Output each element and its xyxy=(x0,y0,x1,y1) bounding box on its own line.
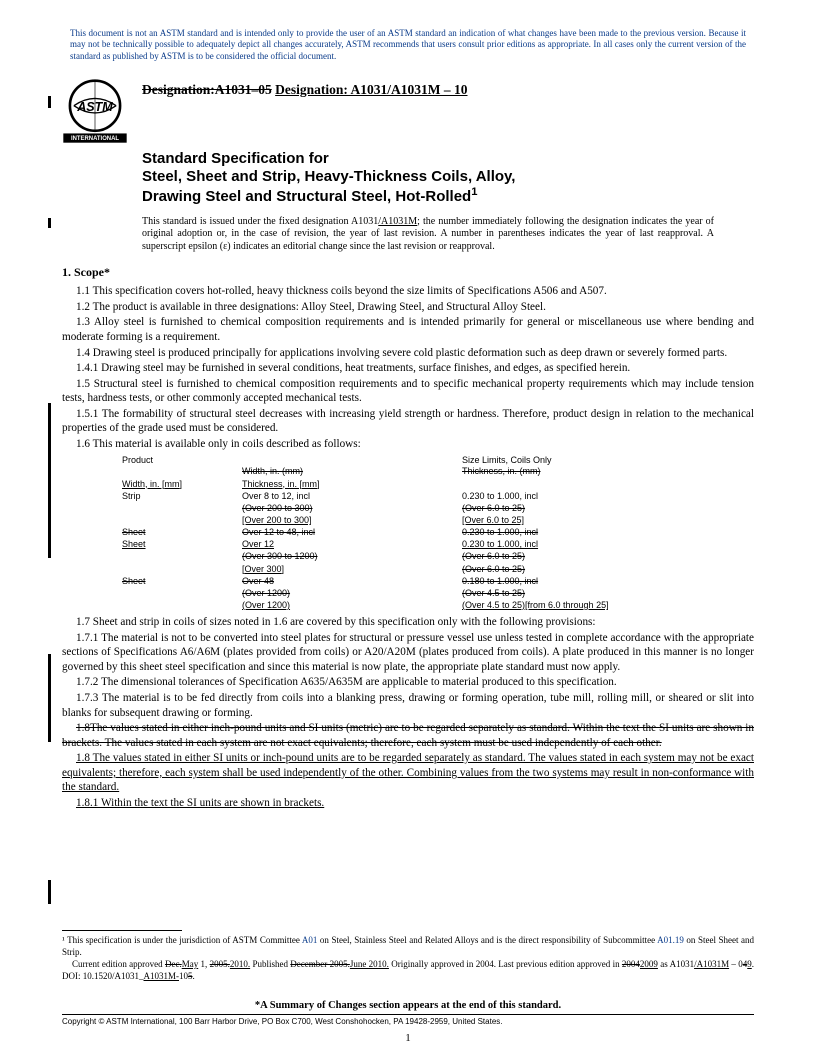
subcommittee-link[interactable]: A01.19 xyxy=(657,935,684,945)
copyright-line: Copyright © ASTM International, 100 Barr… xyxy=(62,1017,754,1026)
size-limits-table: Product Size Limits, Coils Only Width, i… xyxy=(122,455,754,611)
designation-line: Designation:A1031–05 Designation: A1031/… xyxy=(142,78,468,98)
committee-link[interactable]: A01 xyxy=(302,935,318,945)
inserted-1-8: 1.8 The values stated in either SI units… xyxy=(62,752,754,793)
scope-heading: 1. Scope* xyxy=(62,265,754,280)
change-bar xyxy=(48,403,51,558)
title-line1: Standard Specification for xyxy=(142,150,754,168)
title-block: Standard Specification for Steel, Sheet … xyxy=(142,150,754,206)
old-designation: Designation:A1031–05 xyxy=(142,82,272,97)
scope-body-2: 1.7 Sheet and strip in coils of sizes no… xyxy=(62,615,754,810)
change-bar xyxy=(48,654,51,742)
title-line3: Drawing Steel and Structural Steel, Hot-… xyxy=(142,186,754,206)
change-bar xyxy=(48,880,51,904)
new-designation: Designation: A1031/A1031M – 10 xyxy=(275,82,467,97)
col-size: Size Limits, Coils Only xyxy=(462,455,702,465)
change-bar xyxy=(48,96,51,108)
footnote-rule xyxy=(62,930,182,931)
title-line2: Steel, Sheet and Strip, Heavy-Thickness … xyxy=(142,168,754,186)
footnote-1: ¹ This specification is under the jurisd… xyxy=(62,935,754,958)
footnote-edition: Current edition approved Dec.May 1, 2005… xyxy=(62,959,754,982)
svg-text:INTERNATIONAL: INTERNATIONAL xyxy=(71,136,119,142)
page-number: 1 xyxy=(62,1032,754,1044)
inserted-1-8-1: 1.8.1 Within the text the SI units are s… xyxy=(76,797,324,809)
issued-note: This standard is issued under the fixed … xyxy=(142,216,714,254)
svg-text:ASTM: ASTM xyxy=(76,100,113,114)
summary-of-changes: *A Summary of Changes section appears at… xyxy=(62,1000,754,1011)
scope-body: 1.1 This specification covers hot-rolled… xyxy=(62,284,754,451)
copyright-rule xyxy=(62,1014,754,1015)
col-product: Product xyxy=(122,455,242,465)
disclaimer-note: This document is not an ASTM standard an… xyxy=(62,28,754,62)
astm-logo: ASTM INTERNATIONAL xyxy=(62,78,128,144)
deleted-1-8: 1.8The values stated in either inch-poun… xyxy=(62,722,754,749)
change-bar xyxy=(48,218,51,228)
